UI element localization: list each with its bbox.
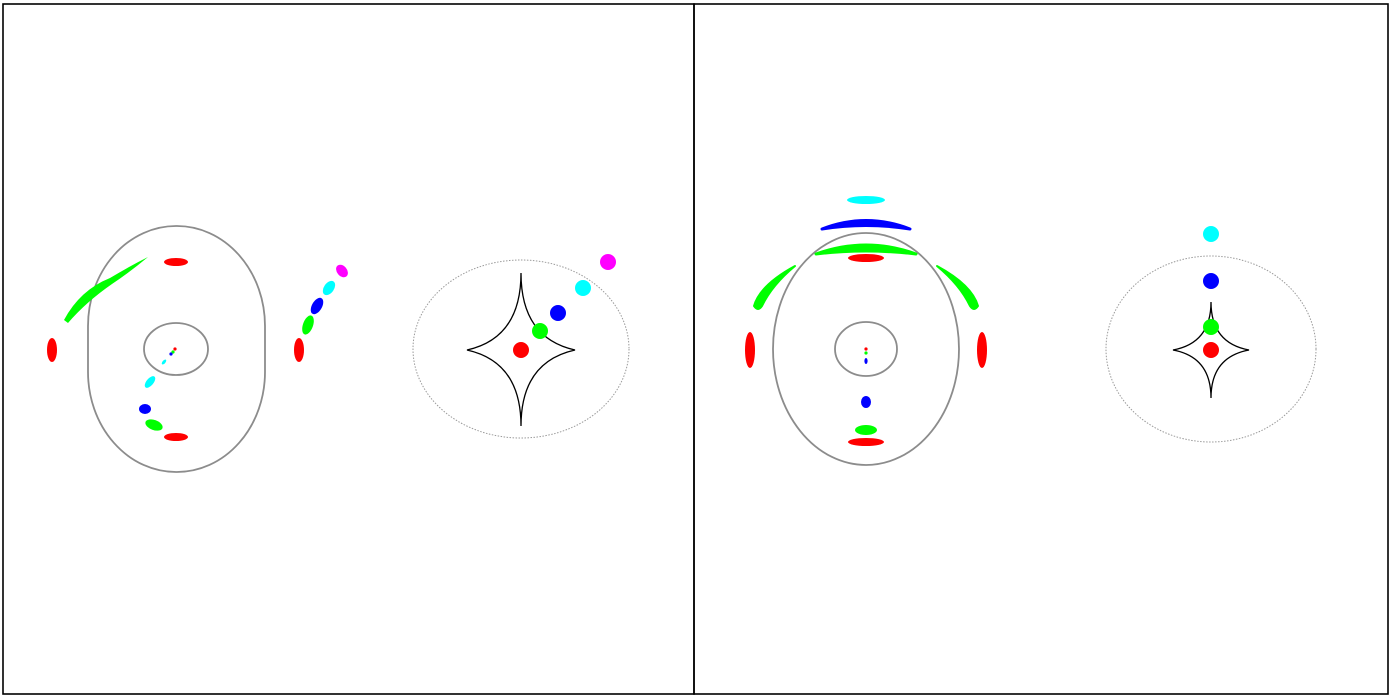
left-red-image-right bbox=[294, 338, 304, 362]
left-source-blue bbox=[550, 305, 566, 321]
left-blue-image-bottom bbox=[139, 404, 151, 414]
left-cyan-image-right bbox=[322, 280, 336, 296]
left-source-plane bbox=[412, 254, 630, 439]
right-source-red bbox=[1203, 342, 1219, 358]
left-cyan-image-bottom bbox=[144, 376, 156, 388]
left-source-green bbox=[532, 323, 548, 339]
left-image-plane bbox=[47, 225, 348, 473]
left-outer-critical-curve bbox=[87, 225, 266, 473]
right-outer-critical-curve bbox=[772, 232, 960, 466]
left-caustic bbox=[466, 272, 576, 427]
right-green-image-bottom bbox=[855, 425, 877, 435]
right-blue-image-center bbox=[864, 358, 868, 364]
right-panel-frame bbox=[693, 3, 1389, 695]
left-panel-frame bbox=[2, 3, 695, 695]
left-source-magenta bbox=[600, 254, 616, 270]
right-source-green bbox=[1203, 319, 1219, 335]
right-source-cyan bbox=[1203, 226, 1219, 242]
left-cut-curve bbox=[412, 259, 630, 439]
left-green-image-right bbox=[302, 315, 314, 335]
left-red-image-top bbox=[164, 258, 188, 266]
left-panel bbox=[47, 225, 630, 473]
left-blue-image-right bbox=[310, 297, 324, 315]
right-caustic bbox=[1172, 301, 1250, 399]
left-cyan-image-center bbox=[161, 359, 167, 365]
left-red-image-bottom bbox=[164, 433, 188, 441]
left-inner-critical-curve bbox=[143, 322, 209, 376]
left-magenta-image-right bbox=[336, 264, 348, 278]
right-source-plane bbox=[1105, 226, 1317, 443]
right-green-arc-top bbox=[814, 243, 918, 256]
left-green-arc bbox=[64, 257, 148, 323]
right-red-image-center bbox=[864, 347, 868, 351]
right-source-blue bbox=[1203, 273, 1219, 289]
left-red-image-left bbox=[47, 338, 57, 362]
right-blue-arc-top bbox=[820, 219, 912, 231]
left-blue-image-center bbox=[169, 352, 173, 356]
left-red-image-center bbox=[173, 347, 177, 351]
right-blue-image-bottom bbox=[861, 396, 871, 408]
right-cut-curve bbox=[1105, 255, 1317, 443]
right-panel bbox=[745, 196, 1317, 466]
right-red-image-left bbox=[745, 332, 755, 368]
right-green-image-center bbox=[864, 351, 868, 355]
right-image-plane bbox=[745, 196, 987, 466]
left-green-image-bottom bbox=[145, 419, 163, 431]
right-green-arc-right bbox=[936, 265, 979, 310]
left-green-image-center bbox=[171, 350, 175, 354]
right-green-arc-left bbox=[753, 265, 796, 310]
right-cyan-image-top bbox=[847, 196, 885, 204]
right-red-image-top bbox=[848, 254, 884, 262]
left-source-red bbox=[513, 342, 529, 358]
right-red-image-right bbox=[977, 332, 987, 368]
right-inner-critical-curve bbox=[834, 321, 898, 377]
right-red-image-bottom bbox=[848, 438, 884, 446]
left-source-cyan bbox=[575, 280, 591, 296]
